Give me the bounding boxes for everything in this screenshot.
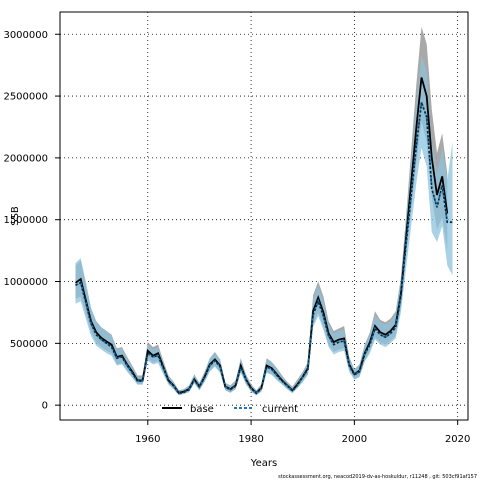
series-line-current-overlay <box>75 102 453 395</box>
x-tick-label: 1960 <box>135 434 160 445</box>
legend: base current <box>162 404 298 415</box>
x-axis-title: Years <box>250 458 277 469</box>
plot-frame <box>59 11 469 421</box>
x-tick-label: 2020 <box>445 434 470 445</box>
x-tick-label: 1980 <box>238 434 263 445</box>
y-tick-label: 2500000 <box>3 92 48 103</box>
y-tick-label: 0 <box>42 401 48 412</box>
y-tick-label: 500000 <box>10 339 48 350</box>
footer-note: stockassessment.org, neacod2019-dv-as-ho… <box>278 474 477 480</box>
series-lines <box>74 77 453 395</box>
y-tick-label: 1000000 <box>3 277 48 288</box>
grid-layer <box>60 12 468 420</box>
confidence-bands <box>75 26 453 396</box>
y-axis-title: SSB <box>10 206 21 226</box>
legend-label-current: current <box>262 404 298 415</box>
y-tick-label: 3000000 <box>3 30 48 41</box>
band-current <box>75 56 453 396</box>
y-tick-label: 2000000 <box>3 153 48 164</box>
legend-label-base: base <box>190 404 214 415</box>
series-line-base <box>74 77 449 395</box>
axes: 1960 1980 2000 2020 0 500000 1000000 1500000 200… <box>3 30 470 445</box>
y-tick-label: 1500000 <box>3 215 48 226</box>
series-line-current <box>75 102 453 395</box>
x-tick-label: 2000 <box>342 434 367 445</box>
